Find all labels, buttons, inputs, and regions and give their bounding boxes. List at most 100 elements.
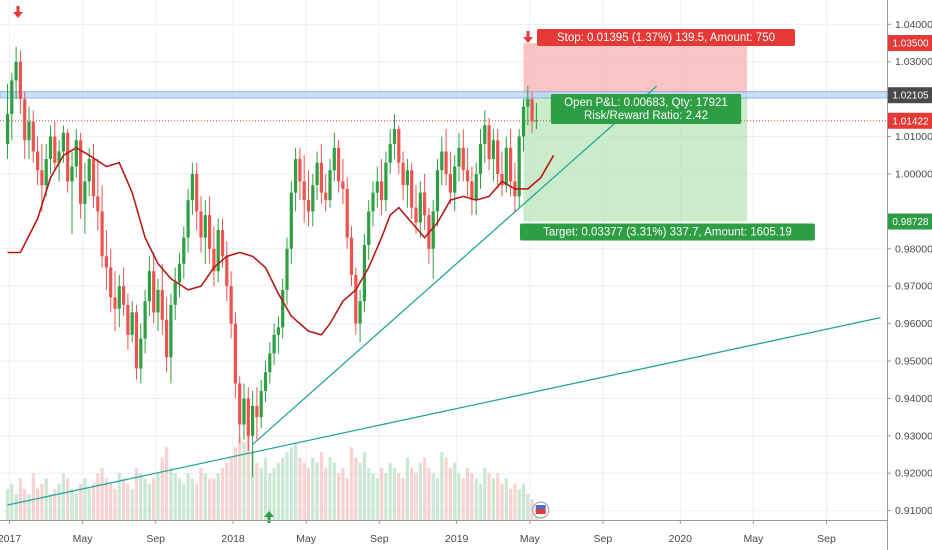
volume-bar <box>156 473 160 520</box>
price-axis[interactable]: 1.04000 1.03000 1.01000 1.00000 0.98000 0.970… <box>887 0 932 550</box>
volume-bar <box>319 452 323 520</box>
price-tag-label: 1.02105 <box>892 91 929 102</box>
volume-bar <box>126 483 130 520</box>
candle-body <box>246 398 250 436</box>
volume-bar <box>294 442 298 520</box>
candle-body <box>182 237 186 264</box>
candle-body <box>289 192 293 249</box>
resistance-zone <box>0 91 888 99</box>
candle-body <box>354 274 358 324</box>
volume-bar <box>461 478 465 520</box>
volume-bar <box>448 468 452 520</box>
candle-body <box>496 140 500 174</box>
candle-body <box>405 170 409 186</box>
volume-bar <box>509 488 513 520</box>
volume-bar <box>216 473 220 520</box>
candle-body <box>380 181 384 201</box>
candle-body <box>500 173 504 186</box>
candle-body <box>401 162 405 186</box>
x-tick-label: Sep <box>594 533 613 545</box>
x-tick-label: May <box>73 533 94 545</box>
candle-body <box>483 125 487 145</box>
volume-bar <box>87 488 91 520</box>
volume-bar <box>122 478 126 520</box>
stop-zone <box>523 43 748 96</box>
candlesticks <box>5 46 538 477</box>
volume-bar <box>74 494 78 520</box>
volume-bar <box>367 468 371 520</box>
target-label-text: Target: 0.03377 (3.31%) 337.7, Amount: 1… <box>543 227 792 239</box>
candle-body <box>457 147 461 167</box>
candle-body <box>100 211 104 257</box>
candle-body <box>152 271 156 313</box>
candle-body <box>397 129 401 163</box>
volume-bar <box>96 473 100 520</box>
volume-bar <box>220 468 225 520</box>
volume-bar <box>311 457 315 520</box>
candle-body <box>324 192 328 201</box>
volume-bar <box>238 436 242 520</box>
candle-body <box>526 99 530 107</box>
candle-body <box>272 334 276 354</box>
volume-bar <box>208 478 212 520</box>
volume-bar <box>255 462 259 520</box>
y-tick-label: 0.96000 <box>895 318 932 330</box>
candle-body <box>371 192 375 212</box>
candle-body <box>190 173 194 201</box>
volume-bar <box>526 494 530 520</box>
volume-bar <box>36 488 40 520</box>
volume-bar <box>83 478 87 520</box>
candle-body <box>233 323 237 384</box>
candle-body <box>242 398 246 425</box>
volume-bar <box>225 462 229 520</box>
candle-body <box>165 319 169 358</box>
candle-body <box>36 151 40 171</box>
buy-arrow-icon <box>264 511 274 523</box>
volume-bar <box>478 483 483 520</box>
volume-bar <box>259 468 263 520</box>
trendlines <box>7 85 881 506</box>
candle-body <box>53 136 57 163</box>
candle-body <box>220 230 225 257</box>
volume-bar <box>431 473 435 520</box>
candle-body <box>199 211 203 238</box>
y-tick-label: 0.91000 <box>895 505 932 517</box>
candle-body <box>281 289 285 328</box>
y-tick-label: 1.00000 <box>895 168 932 180</box>
candle-body <box>79 140 83 204</box>
trendline <box>7 316 881 506</box>
pnl-label-bg <box>550 94 742 124</box>
sma-line <box>7 146 555 336</box>
volume-bar <box>517 488 521 520</box>
candle-body <box>431 211 435 249</box>
candle-body <box>208 215 212 249</box>
x-tick-label: Sep <box>146 533 165 545</box>
volume-bar <box>242 442 246 520</box>
volume-bar <box>491 478 495 520</box>
candle-body <box>423 192 427 216</box>
candle-body <box>302 181 306 201</box>
volume-bar <box>14 494 18 520</box>
volume-bar <box>44 478 48 520</box>
candle-body <box>117 286 121 309</box>
candle-body <box>104 256 108 268</box>
volume-bar <box>487 473 491 520</box>
volume-bar <box>440 452 444 520</box>
candle-body <box>139 338 143 369</box>
volume-bar <box>40 483 44 520</box>
time-axis[interactable]: 2017 May Sep 2018 May Sep 2019 May Sep 2020 May Sep <box>0 520 887 545</box>
x-tick-label: Sep <box>370 533 389 545</box>
x-tick-label: May <box>520 533 541 545</box>
volume-bar <box>504 478 508 520</box>
y-tick-label: 0.94000 <box>895 393 932 405</box>
volume-bar <box>388 462 392 520</box>
candle-body <box>285 248 289 290</box>
price-tag-bg <box>888 112 932 129</box>
price-tag-label: 0.98728 <box>892 217 929 228</box>
volume-bar <box>371 473 375 520</box>
volume-bar <box>143 478 147 520</box>
volume-bar <box>470 473 474 520</box>
